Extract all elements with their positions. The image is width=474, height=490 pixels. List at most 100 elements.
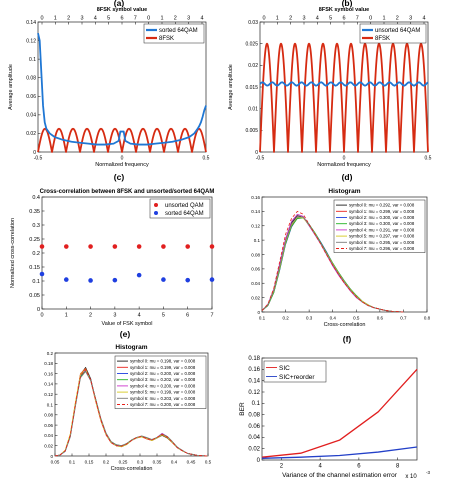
- x-tick-label: 0.6: [377, 316, 384, 321]
- top-tick-label: 4: [94, 16, 97, 22]
- y-tick-label: 0.12: [44, 392, 53, 397]
- histogram-line: [261, 210, 404, 313]
- y-tick-label: 0.02: [26, 131, 36, 137]
- x-tick-label: 0.8: [424, 316, 431, 321]
- y-tick-label: 0: [37, 307, 40, 313]
- y-tick-label: 0.18: [44, 361, 53, 366]
- top-tick-label: 2: [174, 16, 177, 22]
- legend-box: [143, 23, 205, 44]
- top-axis-label: 8FSK symbol value: [319, 7, 369, 13]
- x-tick-label: 0.1: [259, 316, 266, 321]
- y-tick-label: 0.02: [248, 446, 260, 452]
- series-line-sic: [261, 368, 418, 458]
- legend-label: symbol 7: mu = 0.296, var = 0.008: [349, 246, 415, 251]
- x-tick-label: 3: [113, 313, 116, 319]
- legend-box: [333, 199, 426, 253]
- y-tick-label: 0.06: [251, 267, 260, 272]
- top-tick-label: 6: [342, 16, 345, 22]
- y-tick-label: 0.2: [47, 351, 54, 356]
- scatter-point: [185, 277, 191, 283]
- legend-box: [359, 23, 427, 44]
- y-tick-label: 0.12: [251, 224, 260, 229]
- legend-label: symbol 4: mu = 0.291, var = 0.008: [349, 227, 415, 232]
- x-tick-label: 6: [186, 313, 189, 319]
- x-tick-label: 0: [343, 156, 346, 162]
- x-axis-label: Normalized frequency: [317, 162, 371, 168]
- legend-label: sorted 64QAM: [165, 211, 204, 217]
- x-tick-label: 0.5: [353, 316, 360, 321]
- chart-title: Histogram: [115, 344, 147, 351]
- y-tick-label: 0.005: [245, 128, 258, 134]
- top-tick-label: 0: [147, 16, 150, 22]
- y-tick-label: 0: [50, 454, 53, 459]
- top-tick-label: 5: [329, 16, 332, 22]
- x-tick-label: 1: [65, 313, 68, 319]
- y-tick-label: 0.08: [251, 252, 260, 257]
- legend-label: symbol 1: mu = 0.199, var = 0.008: [130, 365, 196, 370]
- scatter-point: [112, 277, 118, 283]
- top-tick-label: 1: [160, 16, 163, 22]
- y-tick-label: 0.15: [29, 265, 40, 271]
- y-tick-label: 0.025: [245, 41, 258, 47]
- top-tick-label: 2: [396, 16, 399, 22]
- top-tick-label: 1: [54, 16, 57, 22]
- x-axis-label: Cross-correlation: [324, 322, 366, 328]
- x-axis-label: Value of FSK symbol: [102, 321, 153, 327]
- x-tick-label: 0.45: [187, 460, 196, 465]
- y-axis-label: Average amplitude: [228, 64, 234, 110]
- x-tick-label: 2: [280, 464, 284, 470]
- legend-label: unsorted 64QAM: [375, 28, 420, 34]
- legend-label: symbol 4: mu = 0.200, var = 0.008: [130, 383, 196, 388]
- y-tick-label: 0.05: [29, 293, 40, 299]
- legend-label: symbol 7: mu = 0.200, var = 0.008: [130, 402, 196, 407]
- x-tick-label: 7: [210, 313, 213, 319]
- legend-box: [263, 360, 327, 383]
- series-line-sorted-64qam: [37, 32, 207, 146]
- legend-label: SIC: [279, 365, 290, 372]
- x-tick-label: 0.25: [119, 460, 128, 465]
- x-tick-label: 6: [357, 464, 361, 470]
- x-axis-exponent: x 10: [405, 474, 417, 480]
- top-tick-label: 3: [409, 16, 412, 22]
- legend-label: symbol 5: mu = 0.199, var = 0.008: [130, 390, 196, 395]
- chart-e: 0.05 0.1 0.15 0.2 0.25 0.3 0.35 0.4 0.45 0.5 0 0.02…: [44, 344, 211, 472]
- y-tick-label: 0.02: [251, 295, 260, 300]
- x-tick-label: 0: [40, 313, 43, 319]
- y-tick-label: 0: [257, 310, 260, 315]
- legend-label: SIC+reorder: [279, 374, 315, 381]
- top-tick-label: 4: [316, 16, 319, 22]
- legend-box: [114, 355, 207, 409]
- y-tick-label: 0.04: [26, 113, 36, 119]
- y-tick-label: 0.1: [47, 402, 54, 407]
- scatter-point: [39, 244, 45, 249]
- panel-label-f: (f): [343, 334, 352, 344]
- y-tick-label: 0.03: [248, 20, 258, 26]
- scatter-point: [161, 277, 166, 282]
- legend-label: sorted 64QAM: [159, 28, 198, 34]
- y-tick-label: 0.06: [248, 424, 260, 430]
- y-tick-label: 0.06: [44, 423, 53, 428]
- x-tick-label: 0.2: [282, 316, 289, 321]
- x-tick-label: 0.15: [85, 460, 94, 465]
- y-tick-label: 0.14: [248, 378, 260, 384]
- x-tick-label: 4: [318, 464, 322, 470]
- x-axis-exponent-power: -3: [426, 470, 430, 475]
- y-axis-label: Average amplitude: [8, 64, 14, 110]
- top-tick-label: 3: [187, 16, 190, 22]
- chart-a: -0.5 0 0.500.020.040.060.080.10.120.14Norm…: [8, 7, 210, 168]
- legend-marker: [154, 203, 158, 207]
- legend-marker: [154, 211, 158, 215]
- scatter-point: [185, 244, 191, 249]
- x-tick-label: 5: [162, 313, 165, 319]
- y-tick-label: 0.25: [29, 237, 40, 243]
- x-axis-label: Cross-correlation: [111, 466, 153, 472]
- top-tick-label: 7: [356, 16, 359, 22]
- x-tick-label: -0.5: [34, 156, 43, 162]
- y-tick-label: 0.14: [26, 20, 36, 26]
- legend-label: 8FSK: [159, 36, 174, 42]
- chart-f: 2 4 6 8 0 0.02 0.04 0.06 0.08 0.1 0.12 0.14 0.16 0.18…: [239, 356, 430, 480]
- y-tick-label: 0.12: [248, 390, 260, 396]
- top-tick-label: 4: [200, 16, 203, 22]
- y-tick-label: 0: [257, 458, 261, 464]
